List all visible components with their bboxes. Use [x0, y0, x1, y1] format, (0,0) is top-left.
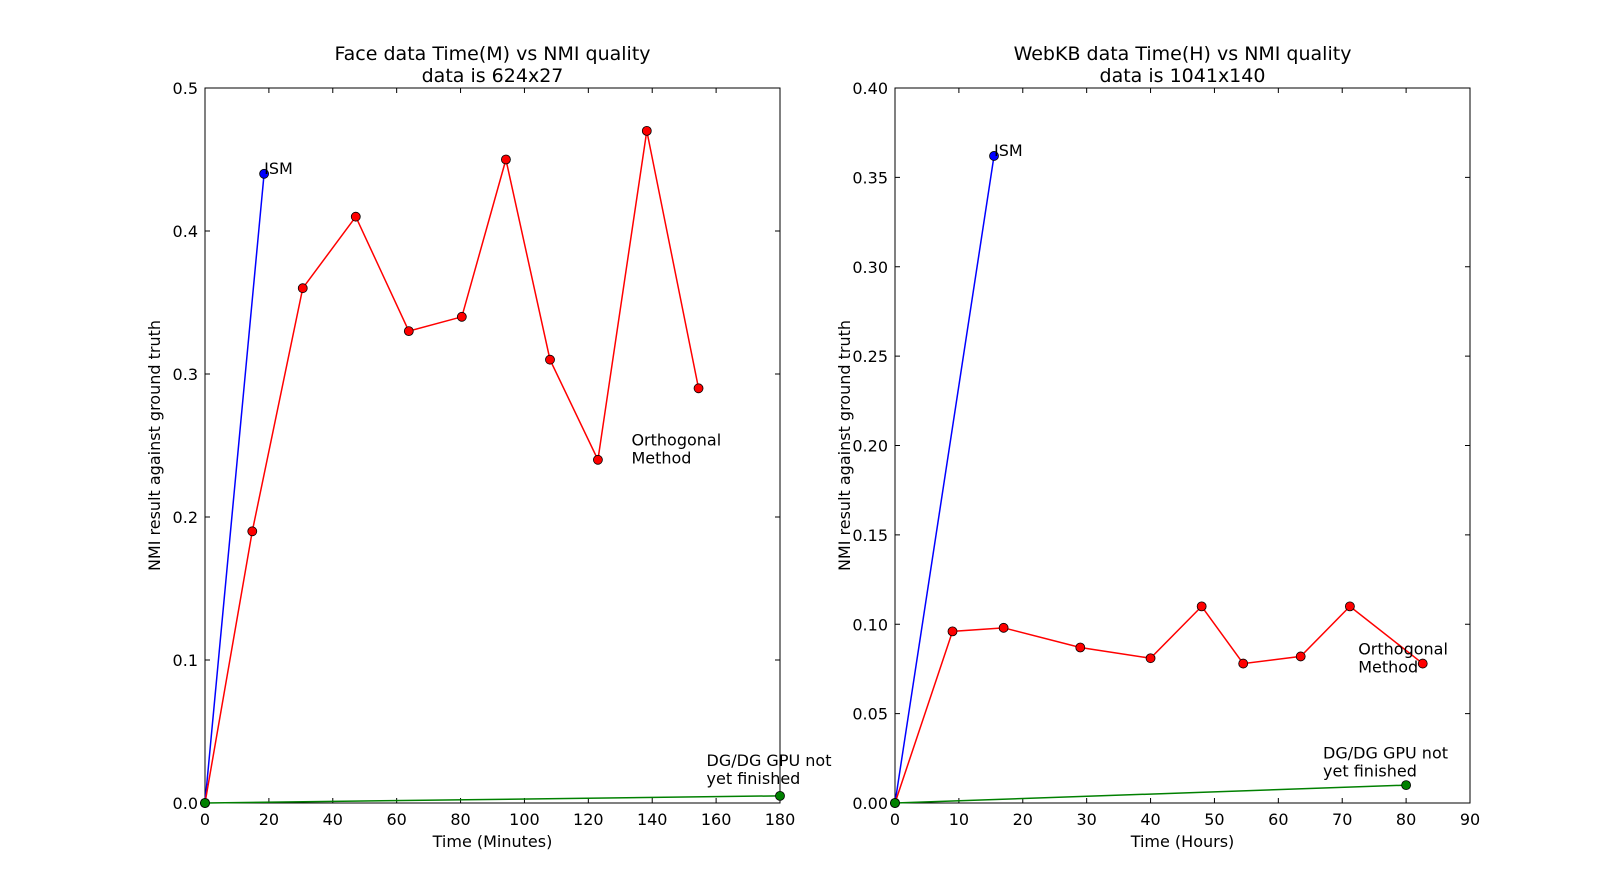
series-line-orthogonal-method: [894, 605, 1424, 804]
series-line-dg-dg-gpu-not-yet-finished: [204, 795, 781, 804]
x-tick-label: 160: [701, 810, 732, 829]
x-tick-label: 140: [637, 810, 668, 829]
x-tick-label: 120: [573, 810, 604, 829]
data-point-orthogonal-method: [1075, 642, 1086, 653]
annotation-label: yet finished: [1323, 761, 1417, 780]
y-tick-label: 0.4: [173, 222, 198, 241]
annotation-label: ISM: [264, 159, 293, 178]
y-tick-label: 0.25: [852, 347, 888, 366]
chart-subtitle: data is 624x27: [422, 65, 564, 87]
y-tick-label: 0.20: [852, 437, 888, 456]
y-tick-label: 0.10: [852, 615, 888, 634]
series-line-ism: [204, 173, 265, 804]
x-tick-label: 20: [1013, 810, 1033, 829]
y-tick-label: 0.40: [852, 79, 888, 98]
x-axis-label: Time (Hours): [1130, 832, 1235, 851]
data-point-orthogonal-method: [998, 622, 1009, 633]
x-tick-label: 40: [323, 810, 343, 829]
data-point-orthogonal-method: [456, 311, 467, 322]
x-tick-label: 80: [1396, 810, 1416, 829]
data-point-orthogonal-method: [545, 354, 555, 365]
annotation-label: Method: [1358, 658, 1418, 677]
y-tick-label: 0.15: [852, 526, 888, 545]
plot-frame: [204, 87, 781, 804]
x-tick-label: 180: [765, 810, 796, 829]
data-point-orthogonal-method: [403, 326, 414, 337]
data-point-orthogonal-method: [693, 383, 704, 394]
x-tick-label: 30: [1076, 810, 1096, 829]
y-tick-label: 0.30: [852, 258, 888, 277]
data-point-orthogonal-method: [641, 125, 652, 136]
chart-title: Face data Time(M) vs NMI quality: [334, 43, 650, 65]
y-axis-label: NMI result against ground truth: [145, 320, 164, 571]
data-point-orthogonal-method: [1417, 658, 1428, 669]
data-point-orthogonal-method: [350, 211, 361, 222]
y-axis-label: NMI result against ground truth: [835, 320, 854, 571]
y-tick-label: 0.00: [852, 794, 888, 813]
x-tick-label: 90: [1460, 810, 1480, 829]
x-tick-label: 0: [890, 810, 900, 829]
y-tick-label: 0.35: [852, 168, 888, 187]
data-point-ism: [259, 168, 269, 179]
x-tick-label: 100: [509, 810, 540, 829]
data-point-orthogonal-method: [1145, 653, 1156, 664]
series-line-dg-dg-gpu-not-yet-finished: [894, 784, 1407, 804]
data-point-orthogonal-method: [297, 283, 308, 294]
y-tick-label: 0.5: [173, 79, 198, 98]
annotation-label: DG/DG GPU not: [707, 751, 832, 770]
data-point-orthogonal-method: [593, 454, 603, 465]
y-tick-label: 0.2: [173, 508, 198, 527]
y-tick-label: 0.0: [173, 794, 198, 813]
chart-subtitle: data is 1041x140: [1100, 65, 1266, 87]
annotation-label: DG/DG GPU not: [1323, 743, 1448, 762]
data-point-dg-dg-gpu-not-yet-finished: [200, 798, 210, 808]
annotation-label: ISM: [994, 141, 1023, 160]
annotation-label: yet finished: [707, 769, 801, 788]
data-point-orthogonal-method: [1196, 601, 1207, 612]
data-point-ism: [989, 151, 999, 161]
annotation-label: Orthogonal: [1358, 640, 1448, 659]
x-axis-label: Time (Minutes): [432, 832, 553, 851]
x-tick-label: 50: [1204, 810, 1224, 829]
x-tick-label: 20: [259, 810, 279, 829]
data-point-orthogonal-method: [247, 526, 258, 537]
x-tick-label: 60: [386, 810, 406, 829]
data-point-orthogonal-method: [1295, 651, 1306, 662]
data-point-orthogonal-method: [1344, 601, 1355, 612]
annotation-label: Orthogonal: [631, 431, 721, 450]
series-line-ism: [894, 155, 995, 804]
y-tick-label: 0.1: [173, 651, 198, 670]
annotation-label: Method: [631, 449, 691, 468]
x-tick-label: 40: [1140, 810, 1160, 829]
data-point-dg-dg-gpu-not-yet-finished: [775, 790, 785, 801]
y-tick-label: 0.3: [173, 365, 198, 384]
data-point-dg-dg-gpu-not-yet-finished: [1401, 780, 1412, 791]
x-tick-label: 10: [949, 810, 969, 829]
x-tick-label: 0: [200, 810, 210, 829]
chart-title: WebKB data Time(H) vs NMI quality: [1014, 43, 1352, 65]
data-point-orthogonal-method: [501, 154, 511, 165]
data-point-dg-dg-gpu-not-yet-finished: [890, 798, 900, 808]
data-point-orthogonal-method: [1238, 658, 1249, 669]
x-tick-label: 80: [450, 810, 470, 829]
data-point-orthogonal-method: [947, 626, 958, 637]
x-tick-label: 70: [1332, 810, 1352, 829]
y-tick-label: 0.05: [852, 705, 888, 724]
x-tick-label: 60: [1268, 810, 1288, 829]
